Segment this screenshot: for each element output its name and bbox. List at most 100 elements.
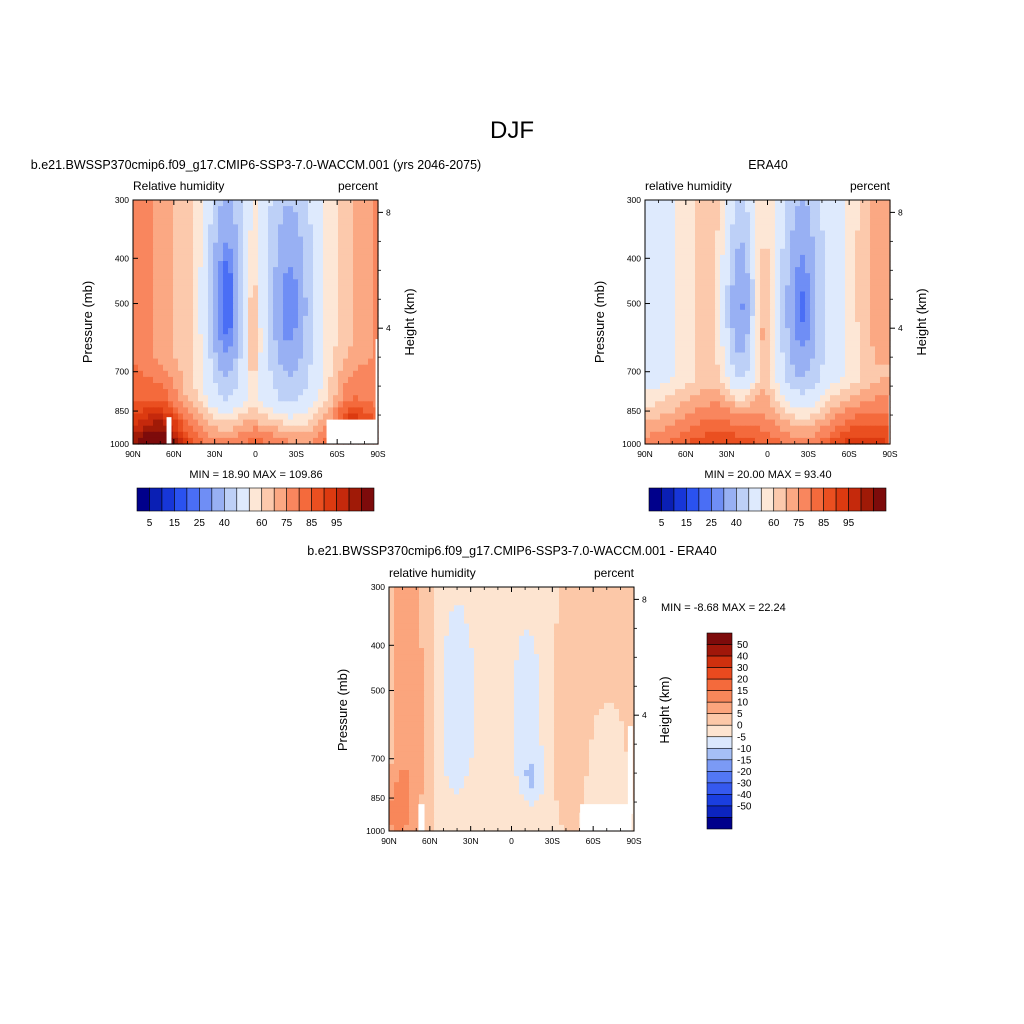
field-cell [725,383,731,390]
field-cell [855,431,861,439]
field-cell [198,224,204,232]
field-cell [459,684,465,692]
field-cell [820,261,826,268]
field-cell [655,364,661,372]
field-cell [835,279,841,286]
field-cell [253,315,259,323]
field-cell [308,395,314,402]
field-cell [695,425,701,433]
field-cell [333,346,339,354]
field-cell [298,248,304,256]
field-cell [860,340,866,347]
colorbar-label: 25 [706,518,718,529]
field-cell [765,230,771,238]
field-cell [554,635,560,643]
field-cell [238,212,244,219]
field-cell [780,285,786,293]
field-cell [619,654,625,661]
field-cell [685,395,691,402]
field-cell [770,285,776,293]
field-cell [323,437,329,445]
field-cell [740,364,746,372]
field-cell [650,230,656,238]
field-cell [223,261,229,268]
field-cell [624,611,630,619]
field-cell [253,358,259,366]
field-cell [830,328,836,335]
field-cell [389,629,395,637]
field-cell [569,605,575,612]
field-cell [645,352,651,360]
field-cell [459,641,465,649]
field-cell [439,593,445,600]
field-cell [870,261,876,268]
field-cell [298,358,304,366]
field-cell [258,401,264,408]
field-cell [153,376,159,384]
field-cell [770,334,776,341]
field-cell [148,395,154,402]
field-cell [133,322,139,329]
field-cell [363,413,369,421]
field-cell [343,212,349,219]
field-cell [629,654,635,661]
field-cell [328,340,334,347]
field-cell [178,389,184,396]
field-cell [660,279,666,286]
field-cell [303,328,309,335]
field-cell [283,297,289,305]
field-cell [288,291,294,299]
field-cell [604,666,610,673]
field-cell [880,358,886,366]
field-cell [775,395,781,402]
field-cell [800,218,806,225]
field-cell [835,230,841,238]
field-cell [303,248,309,256]
field-cell [650,401,656,408]
field-cell [700,425,706,433]
field-cell [860,291,866,299]
field-cell [213,437,219,445]
field-cell [318,261,324,268]
field-cell [800,273,806,280]
field-cell [439,641,445,649]
field-cell [865,346,871,354]
field-cell [885,230,891,238]
field-cell [870,273,876,280]
field-cell [730,340,736,347]
field-cell [273,328,279,335]
field-cell [318,389,324,396]
field-cell [424,593,430,600]
field-cell [183,346,189,354]
field-cell [770,248,776,256]
field-cell [228,303,234,311]
field-cell [775,279,781,286]
field-cell [218,346,224,354]
field-cell [148,248,154,256]
field-cell [153,273,159,280]
field-cell [303,309,309,317]
field-cell [715,212,721,219]
field-cell [740,340,746,347]
field-cell [765,328,771,335]
field-cell [298,419,304,427]
field-cell [183,230,189,238]
field-cell [318,370,324,378]
field-cell [178,364,184,372]
field-cell [675,315,681,323]
field-cell [569,587,575,594]
field-cell [624,654,630,661]
field-cell [885,437,891,445]
field-cell [268,273,274,280]
field-cell [218,407,224,415]
field-cell [539,593,545,600]
field-cell [273,413,279,421]
field-cell [333,395,339,402]
field-cell [419,635,425,643]
field-cell [459,635,465,643]
field-cell [348,212,354,219]
field-cell [594,605,600,612]
field-cell [810,303,816,311]
field-cell [599,623,605,631]
field-cell [680,297,686,305]
